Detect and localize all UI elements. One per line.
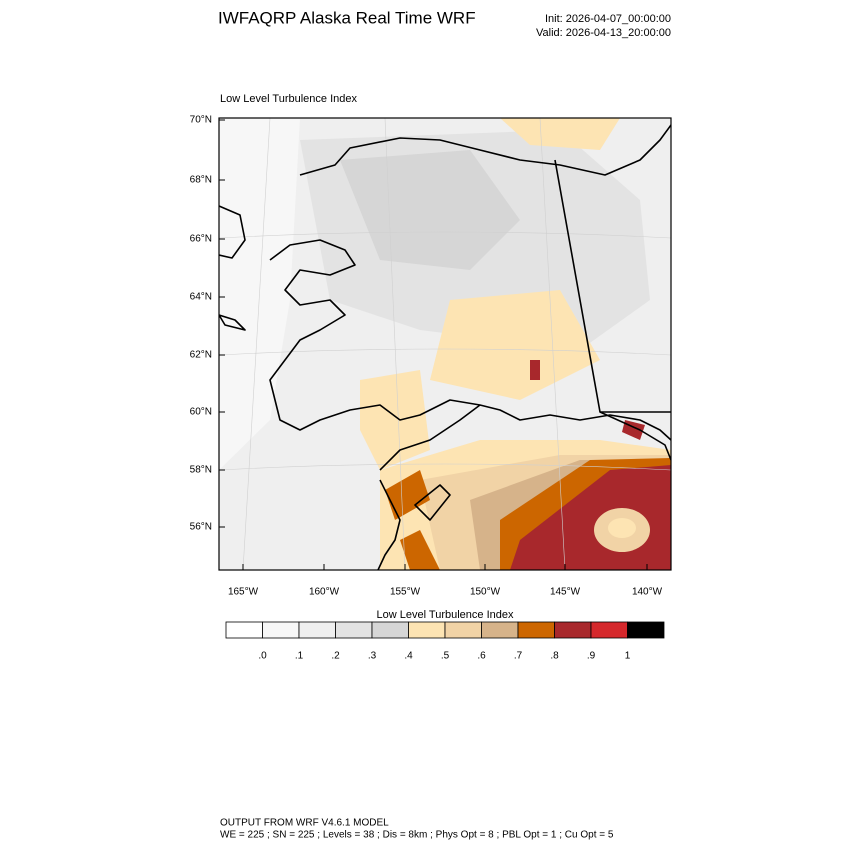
lon-label: 140°W <box>632 587 663 598</box>
colorbar-label: .8 <box>550 651 559 662</box>
colorbar-label: .2 <box>331 651 340 662</box>
lat-label: 60°N <box>190 407 212 418</box>
field-shading <box>400 530 440 570</box>
colorbar-swatch <box>554 621 592 639</box>
field-shading <box>530 360 540 380</box>
lat-label: 70°N <box>190 115 212 126</box>
title: IWFAQRP Alaska Real Time WRF <box>218 8 476 27</box>
colorbar-label: .5 <box>441 651 450 662</box>
colorbar-swatch <box>444 621 482 639</box>
footer-line: WE = 225 ; SN = 225 ; Levels = 38 ; Dis … <box>220 830 614 841</box>
colorbar-swatch <box>225 621 263 639</box>
lat-label: 62°N <box>190 350 212 361</box>
field-shading <box>385 470 430 520</box>
lon-label: 165°W <box>228 587 259 598</box>
colorbar-label: .0 <box>258 651 267 662</box>
field-shading <box>430 290 600 400</box>
colorbar-label: .1 <box>295 651 304 662</box>
colorbar-swatch <box>335 621 373 639</box>
colorbar-swatch <box>517 621 555 639</box>
lon-label: 155°W <box>390 587 421 598</box>
map-frame <box>218 117 672 571</box>
init-time: Init: 2026-04-07_00:00:00 <box>545 13 671 25</box>
lon-label: 145°W <box>550 587 581 598</box>
colorbar-swatch <box>262 621 300 639</box>
colorbar-label: .7 <box>514 651 523 662</box>
lat-label: 66°N <box>190 234 212 245</box>
lon-label: 150°W <box>470 587 501 598</box>
map-title: Low Level Turbulence Index <box>220 93 357 105</box>
colorbar-swatch <box>590 621 628 639</box>
lat-label: 56°N <box>190 522 212 533</box>
field-shading <box>340 150 520 270</box>
graticule <box>219 118 671 570</box>
coastlines <box>219 124 671 570</box>
colorbar-swatch <box>371 621 409 639</box>
colorbar-label: .4 <box>404 651 413 662</box>
axes: 70°N 68°N 66°N 64°N 62°N 60°N 58°N 56°N 165°W 160… <box>190 115 663 598</box>
footer-line: OUTPUT FROM WRF V4.6.1 MODEL <box>220 818 389 829</box>
colorbar-swatch <box>481 621 519 639</box>
lat-label: 64°N <box>190 292 212 303</box>
field-shading <box>500 118 620 150</box>
colorbar-swatch <box>627 621 665 639</box>
lat-label: 58°N <box>190 465 212 476</box>
field-shading <box>608 518 636 538</box>
lat-label: 68°N <box>190 175 212 186</box>
colorbar: .0 .1 .2 .3 .4 .5 .6 .7 .8 .9 1 <box>225 621 665 662</box>
colorbar-title: Low Level Turbulence Index <box>377 609 514 621</box>
colorbar-label: .6 <box>477 651 486 662</box>
colorbar-label: .9 <box>587 651 596 662</box>
colorbar-swatch <box>408 621 446 639</box>
valid-time: Valid: 2026-04-13_20:00:00 <box>536 27 671 39</box>
colorbar-label: 1 <box>625 651 631 662</box>
colorbar-label: .3 <box>368 651 377 662</box>
lon-label: 160°W <box>309 587 340 598</box>
colorbar-swatch <box>298 621 336 639</box>
